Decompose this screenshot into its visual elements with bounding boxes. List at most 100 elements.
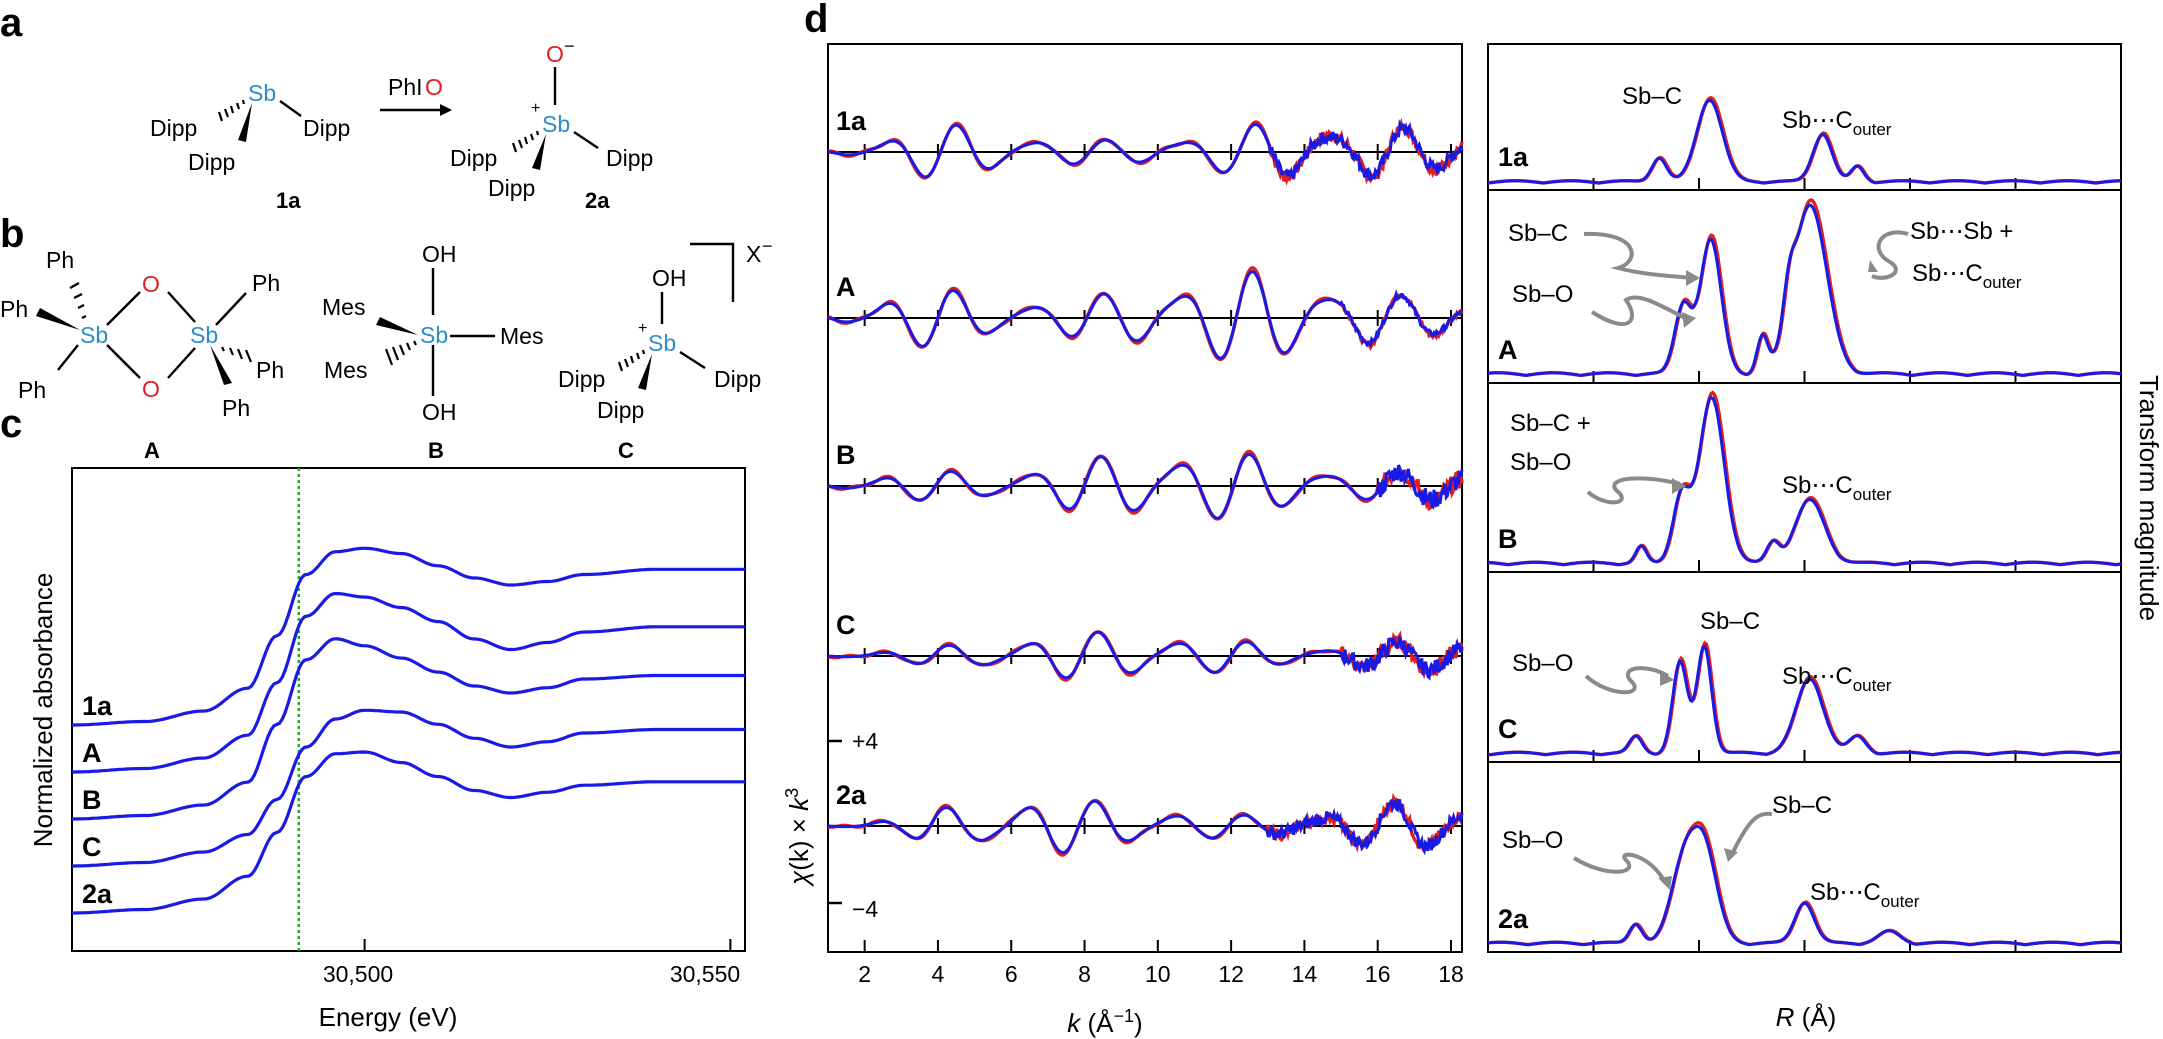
wedge-bond-2a (532, 134, 546, 170)
arrowhead-a-sbsb (1868, 260, 1878, 272)
ring-bonds-a (57, 291, 247, 379)
exafs-k-series-label-1a: 1a (836, 106, 867, 136)
scale-bar-upper-label: +4 (852, 728, 878, 754)
xanes-series-label-2a: 2a (82, 879, 113, 909)
atom-o-2a: O (546, 41, 564, 67)
mes-b-1: Mes (322, 294, 365, 320)
exafs-k-xtick-label-0: 2 (858, 961, 871, 987)
charge-plus-c: + (638, 320, 647, 337)
exafs-r-fit-C (1487, 644, 2122, 757)
arrow-b (1586, 476, 1681, 505)
hashed-bond-1a (217, 99, 246, 122)
xanes-frame (71, 467, 746, 952)
mes-b-2: Mes (324, 357, 367, 383)
ann-a-sbc: Sb–C (1508, 220, 1568, 247)
exafs-r-xlabel: R (Å) (1776, 1002, 1837, 1032)
atom-sb-2a: Sb (542, 111, 570, 137)
xanes-series-A (72, 591, 745, 774)
exafs-k-series-label-A: A (836, 272, 856, 302)
hashed-bond-c (617, 349, 646, 372)
xanes-series-label-A: A (82, 738, 102, 768)
reaction-arrow: PhI O (380, 74, 452, 116)
exafs-r-series-group (1487, 95, 2122, 947)
atom-sb-b: Sb (420, 322, 448, 348)
hashed-bonds-a (69, 282, 253, 363)
ann-1a-sbc: Sb–C (1622, 83, 1682, 110)
exafs-k-xtick-label-3: 8 (1078, 961, 1091, 987)
xanes-series-labels: 1a ABC 2a (82, 691, 113, 909)
compound-1a-structure: Sb Dipp Dipp Dipp 1a (150, 80, 350, 213)
wedge-bond-a-right (210, 345, 232, 385)
exafs-k-series-label-B: B (836, 440, 856, 470)
hashed-bond-b (384, 340, 417, 366)
compound-c-structure: OH + Sb Dipp Dipp Dipp X − C (558, 236, 773, 463)
panel-label-b: b (0, 212, 24, 256)
mes-b-3: Mes (500, 323, 543, 349)
wedge-bond-1a (238, 103, 252, 142)
atom-o-a-top: O (142, 271, 160, 297)
reagent-phi: PhI (388, 74, 423, 100)
exafs-k-frame (827, 43, 1463, 953)
scheme-panel-b: Sb Sb O O (0, 236, 773, 463)
arrow-c (1584, 666, 1670, 695)
xanes-series-label-1a: 1a (82, 691, 113, 721)
wedge-bond-a-left (36, 308, 80, 330)
exafs-r-exp-2a (1487, 820, 2122, 947)
exafs-k-xtick-label-5: 12 (1218, 961, 1244, 987)
oh-b-bottom: OH (422, 399, 457, 425)
exafs-r-panel-dividers (1488, 178, 2121, 952)
ann-c-sbcouter: Sb⋯Couter (1782, 663, 1892, 695)
charge-plus-2a: + (531, 100, 540, 117)
exafs-k-xtick-label-8: 18 (1438, 961, 1464, 987)
ann-b-sbc-plus: Sb–C + (1510, 410, 1591, 437)
dipp-c-right: Dipp (714, 366, 761, 392)
xanes-x-ticks (363, 939, 732, 951)
exafs-k-xtick-label-4: 10 (1145, 961, 1171, 987)
exafs-r-series-label-B: B (1498, 524, 1518, 554)
arrow-a-sbo (1590, 295, 1691, 326)
dipp-c-left: Dipp (558, 366, 605, 392)
ph-a-6: Ph (222, 395, 250, 421)
exafs-k-baselines (828, 144, 1462, 834)
substituent-dipp-1a-bottom: Dipp (188, 149, 235, 175)
xanes-xtick-label-1: 30,500 (323, 961, 393, 987)
substituent-dipp-2a-right: Dipp (606, 145, 653, 171)
atom-sb-c: Sb (648, 330, 676, 356)
atom-sb-1a: Sb (248, 80, 276, 106)
exafs-r-fit-1a (1487, 98, 2121, 185)
ph-a-5: Ph (256, 357, 284, 383)
exafs-k-chart: 1a A B C 2a 2 4 6 8 10 12 14 16 18 +4 −4 χ(k) × k3 k… (782, 43, 1464, 1038)
exafs-r-fit-2a (1487, 824, 2122, 947)
exafs-r-exp-A (1487, 198, 2122, 378)
exafs-r-series-label-A: A (1498, 335, 1518, 365)
bond-2a-right (573, 131, 599, 149)
xanes-series-label-B: B (82, 785, 102, 815)
exafs-k-series-label-C: C (836, 610, 856, 640)
bracket-c (690, 242, 735, 302)
arrowhead-2a-sbc (1724, 848, 1738, 862)
wedge-bond-c (638, 354, 652, 390)
arrowhead-a-sbc (1686, 270, 1700, 286)
exafs-k-xtick-label-2: 6 (1005, 961, 1018, 987)
bond-1a-right (279, 100, 302, 117)
ann-a-sbsb: Sb⋯Sb + (1910, 218, 2013, 245)
exafs-k-series-label-2a: 2a (836, 780, 867, 810)
ann-a-sbo: Sb–O (1512, 281, 1573, 308)
scale-bar-lower-label: −4 (852, 896, 878, 922)
exafs-k-fit-1a (827, 118, 1464, 181)
oh-c: OH (652, 265, 687, 291)
arrowhead-c (1660, 670, 1674, 686)
exafs-k-xtick-label-7: 16 (1365, 961, 1391, 987)
xanes-series-1a (72, 546, 745, 727)
panel-label-d: d (804, 0, 828, 41)
ann-2a-sbcouter: Sb⋯Couter (1810, 879, 1920, 911)
exafs-r-series-labels: 1a A B C 2a (1498, 142, 1529, 934)
exafs-k-series-group (827, 117, 1464, 857)
xanes-series-group (72, 546, 745, 915)
exafs-r-series-label-1a: 1a (1498, 142, 1529, 172)
dipp-c-bottom: Dipp (597, 397, 644, 423)
atom-sb-a-right: Sb (190, 322, 218, 348)
anion-charge-c: − (762, 236, 773, 256)
arrow-a-sbc (1583, 231, 1695, 280)
panel-label-a: a (0, 1, 23, 45)
